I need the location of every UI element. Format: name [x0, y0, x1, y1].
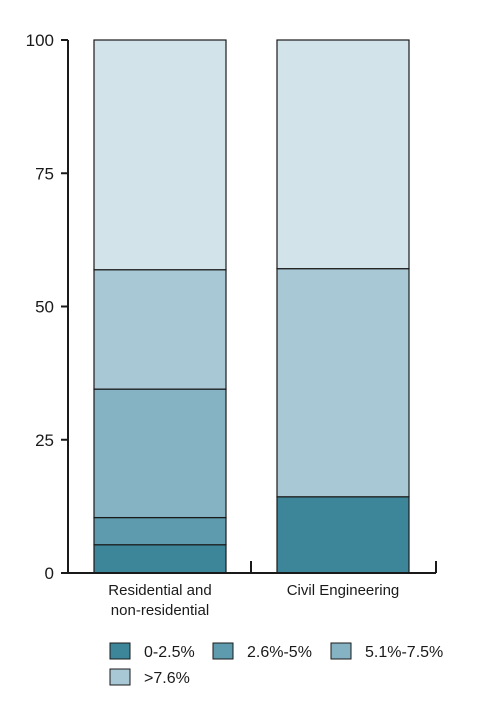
category-label-1: Civil Engineering — [287, 582, 400, 599]
legend-swatch-0 — [109, 642, 131, 660]
bar-segment-1-3 — [276, 268, 410, 498]
y-tick-label-3: 75 — [35, 164, 54, 183]
bars-group — [93, 39, 410, 574]
legend-label-0: 0-2.5% — [144, 644, 195, 661]
bar-segment-0-2 — [93, 388, 227, 519]
legend-label-2: 5.1%-7.5% — [365, 644, 443, 661]
bar-segment-0-0 — [93, 544, 227, 574]
y-tick-label-0: 0 — [45, 564, 54, 583]
bar-segment-0-3 — [93, 269, 227, 390]
y-tick-label-4: 100 — [26, 31, 54, 50]
legend-label-3: >7.6% — [144, 670, 190, 687]
axes-group — [61, 39, 437, 574]
legend: 0-2.5% 2.6%-5% 5.1%-7.5% >7.6% — [109, 642, 443, 687]
legend-swatch-2 — [330, 642, 352, 660]
category-label-0-line-1: non-residential — [111, 602, 209, 619]
legend-label-1: 2.6%-5% — [247, 644, 312, 661]
legend-swatch-3 — [109, 668, 131, 686]
labels-group: 0 25 50 75 100 Residential and non-residential… — [26, 31, 400, 619]
y-tick-label-1: 25 — [35, 431, 54, 450]
y-tick-label-2: 50 — [35, 298, 54, 317]
bar-segment-0-4 — [93, 39, 227, 271]
bar-segment-1-4 — [276, 39, 410, 270]
bar-segment-0-1 — [93, 516, 227, 546]
legend-swatch-1 — [212, 642, 234, 660]
bar-segment-1-0 — [276, 496, 410, 574]
category-label-0-line-0: Residential and — [108, 582, 211, 599]
